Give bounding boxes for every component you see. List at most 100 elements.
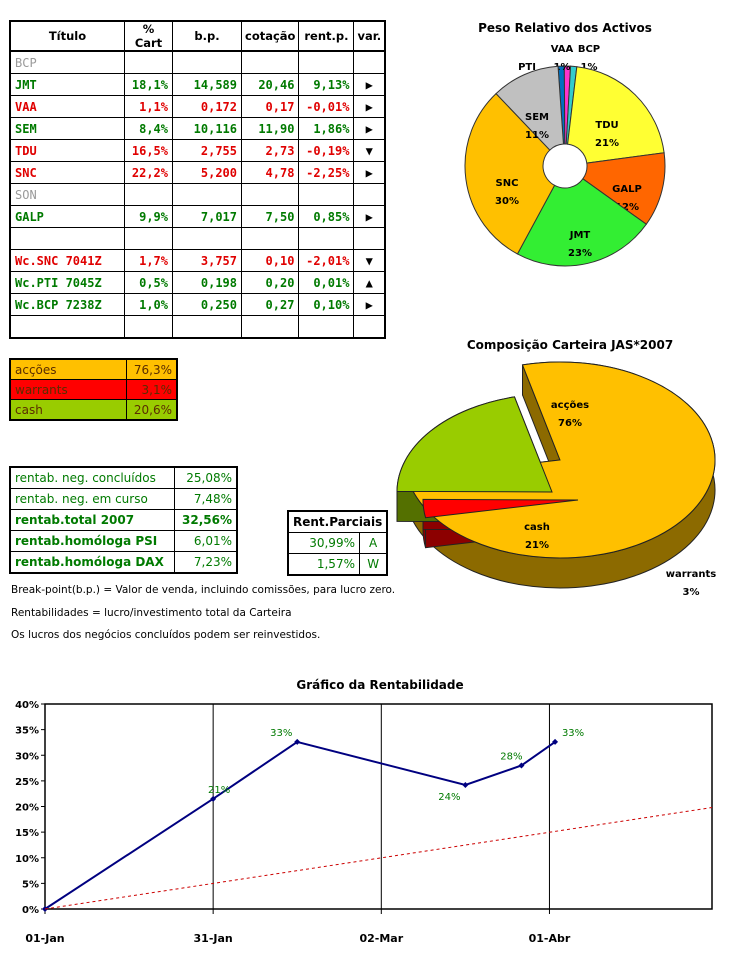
table-cell: 2,73 — [240, 139, 300, 162]
arrow-right-icon: ▶ — [353, 161, 386, 184]
donut-label: BCP — [578, 44, 600, 55]
header-bp: b.p. — [172, 20, 242, 52]
table-row: SNC 22,2% 5,200 4,78 -2,25% ▶ — [9, 161, 386, 184]
table-cell — [353, 50, 386, 74]
pie3d-value: 3% — [683, 587, 700, 598]
asset-name: SNC — [9, 161, 125, 184]
donut-label: VAA — [551, 44, 574, 55]
table-cell: 0,20 — [240, 271, 300, 294]
data-point — [518, 762, 525, 769]
table-cell — [298, 315, 355, 339]
y-tick-label: 40% — [15, 700, 39, 711]
note-rentabilidades: Rentabilidades = lucro/investimento tota… — [11, 607, 292, 619]
partial-header: Rent.Parciais — [287, 510, 388, 533]
partial-row: 30,99% A — [287, 532, 388, 554]
donut-slice-snc — [464, 92, 556, 255]
allocation-value: 76,3% — [126, 358, 178, 380]
y-tick-label: 10% — [15, 854, 39, 865]
partial-header-row: Rent.Parciais — [287, 510, 388, 533]
allocation-row: cash 20,6% — [9, 399, 178, 421]
donut-value: 30% — [495, 196, 519, 207]
data-label: 33% — [562, 728, 584, 739]
arrow-right-icon: ▶ — [353, 95, 386, 118]
allocation-label: acções — [9, 358, 127, 380]
asset-name: Wc.SNC 7041Z — [9, 249, 125, 272]
table-cell — [124, 315, 173, 339]
table-cell: 3,757 — [172, 249, 242, 272]
line-chart-title: Gráfico da Rentabilidade — [296, 678, 464, 692]
donut-label: SEM — [525, 112, 549, 123]
allocation-row: acções 76,3% — [9, 358, 178, 380]
table-cell — [172, 227, 242, 250]
y-tick-label: 35% — [15, 726, 39, 737]
table-cell: 0,17 — [240, 95, 300, 118]
arrow-right-icon: ▶ — [353, 117, 386, 140]
returns-value: 7,23% — [174, 551, 238, 574]
asset-name: Wc.PTI 7045Z — [9, 271, 125, 294]
table-cell: 0,198 — [172, 271, 242, 294]
table-cell: -0,01% — [298, 95, 355, 118]
table-row — [9, 227, 386, 250]
partial-tag: A — [358, 532, 388, 554]
allocation-table: acções 76,3% warrants 3,1% cash 20,6% — [9, 358, 178, 421]
table-row — [9, 315, 386, 339]
y-tick-label: 0% — [22, 905, 39, 916]
asset-name — [9, 227, 125, 250]
data-label: 33% — [270, 728, 292, 739]
table-cell: 8,4% — [124, 117, 173, 140]
data-label: 24% — [438, 792, 460, 803]
note-breakpoint: Break-point(b.p.) = Valor de venda, incl… — [11, 584, 396, 596]
returns-label: rentab. neg. concluídos — [9, 466, 175, 489]
table-row: SEM 8,4% 10,116 11,90 1,86% ▶ — [9, 117, 386, 140]
table-cell: 1,86% — [298, 117, 355, 140]
pie3d-label: cash — [524, 522, 550, 533]
donut-value: 11% — [525, 130, 549, 141]
returns-table: rentab. neg. concluídos 25,08% rentab. n… — [9, 466, 238, 574]
table-cell: 4,78 — [240, 161, 300, 184]
allocation-label: cash — [9, 399, 127, 421]
asset-name — [9, 315, 125, 339]
asset-name: SEM — [9, 117, 125, 140]
header-var: var. — [353, 20, 386, 52]
partial-value: 30,99% — [287, 532, 360, 554]
data-point — [552, 738, 559, 745]
partial-value: 1,57% — [287, 553, 360, 576]
returns-row: rentab.homóloga PSI 6,01% — [9, 530, 238, 552]
table-cell: 9,9% — [124, 205, 173, 228]
pie3d-label: warrants — [666, 569, 716, 580]
table-cell: 1,0% — [124, 293, 173, 316]
table-cell: 1,1% — [124, 95, 173, 118]
donut-slice-sem — [495, 65, 564, 151]
arrow-down-icon: ▼ — [353, 249, 386, 272]
asset-name: TDU — [9, 139, 125, 162]
series-line-rentabilidade — [44, 740, 556, 910]
note-lucros: Os lucros dos negócios concluídos podem … — [11, 629, 321, 641]
returns-value: 7,48% — [174, 488, 238, 510]
table-cell — [172, 315, 242, 339]
returns-value: 32,56% — [174, 509, 238, 531]
pie3d-value: 21% — [525, 540, 549, 551]
allocation-value: 3,1% — [126, 379, 178, 400]
allocation-label: warrants — [9, 379, 127, 400]
table-cell — [172, 183, 242, 206]
data-point — [294, 738, 301, 745]
table-cell: 11,90 — [240, 117, 300, 140]
table-cell: 0,85% — [298, 205, 355, 228]
data-label: 28% — [500, 752, 522, 763]
table-cell — [240, 227, 300, 250]
table-cell: 5,200 — [172, 161, 242, 184]
table-cell — [298, 227, 355, 250]
table-cell — [240, 315, 300, 339]
table-cell — [240, 183, 300, 206]
pie3d-chart-title: Composição Carteira JAS*2007 — [466, 338, 674, 352]
table-cell — [353, 227, 386, 250]
data-point — [210, 795, 217, 802]
plot-area — [44, 703, 713, 910]
header-cotacao: cotação — [240, 20, 300, 52]
allocation-value: 20,6% — [126, 399, 178, 421]
table-cell: 0,172 — [172, 95, 242, 118]
y-tick-label: 30% — [15, 751, 39, 762]
holdings-header-row: Título % Cart b.p. cotação rent.p. var. — [9, 20, 386, 52]
holdings-table: Título % Cart b.p. cotação rent.p. var. … — [9, 20, 387, 339]
arrow-up-icon: ▲ — [353, 271, 386, 294]
